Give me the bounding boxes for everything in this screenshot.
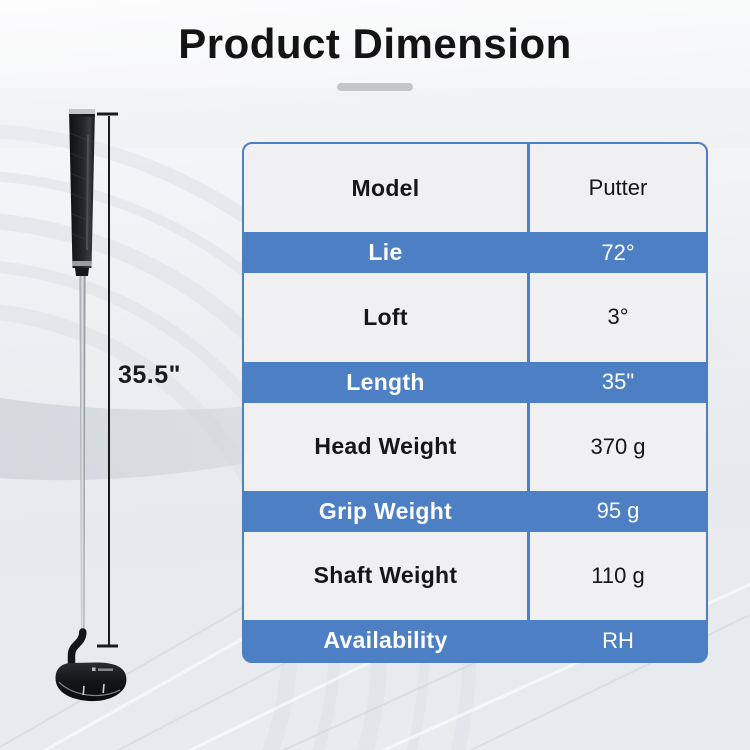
spec-table: Model Putter Lie 72° Loft 3° Length 35" …	[242, 142, 708, 663]
putter-grip	[69, 109, 95, 276]
table-row: Length 35"	[244, 362, 706, 403]
spec-value-cell: 370 g	[530, 402, 706, 491]
table-row: Head Weight 370 g	[244, 402, 706, 491]
spec-label-cell: Loft	[244, 273, 527, 362]
title-underline-bar	[337, 83, 413, 91]
spec-value-cell: 110 g	[530, 531, 706, 621]
spec-value-cell: RH	[602, 627, 634, 653]
dimension-value-label: 35.5"	[118, 361, 182, 389]
table-row: Shaft Weight 110 g	[244, 531, 706, 621]
spec-label-cell: Grip Weight	[318, 497, 453, 524]
spec-value-cell: Putter	[530, 144, 706, 233]
putter-head	[55, 662, 127, 702]
spec-label-cell: Length	[346, 368, 425, 395]
head-logo-mark	[92, 667, 113, 671]
page-title: Product Dimension	[178, 20, 572, 67]
putter-hosel	[67, 628, 87, 671]
spec-value-cell: 35"	[601, 369, 635, 395]
spec-value-cell: 72°	[601, 239, 635, 265]
spec-label-cell: Lie	[368, 239, 403, 266]
putter-shaft	[79, 276, 86, 633]
spec-label-cell: Shaft Weight	[244, 531, 527, 621]
spec-label-cell: Availability	[323, 627, 448, 654]
table-row: Grip Weight 95 g	[244, 491, 706, 532]
table-row: Model Putter	[244, 144, 706, 233]
table-row: Loft 3°	[244, 273, 706, 362]
spec-label-cell: Model	[244, 144, 527, 233]
table-row: Availability RH	[244, 620, 706, 661]
spec-label-cell: Head Weight	[244, 402, 527, 491]
dimension-line	[97, 112, 118, 648]
spec-value-cell: 3°	[530, 273, 706, 362]
spec-value-cell: 95 g	[596, 498, 640, 524]
table-row: Lie 72°	[244, 232, 706, 273]
